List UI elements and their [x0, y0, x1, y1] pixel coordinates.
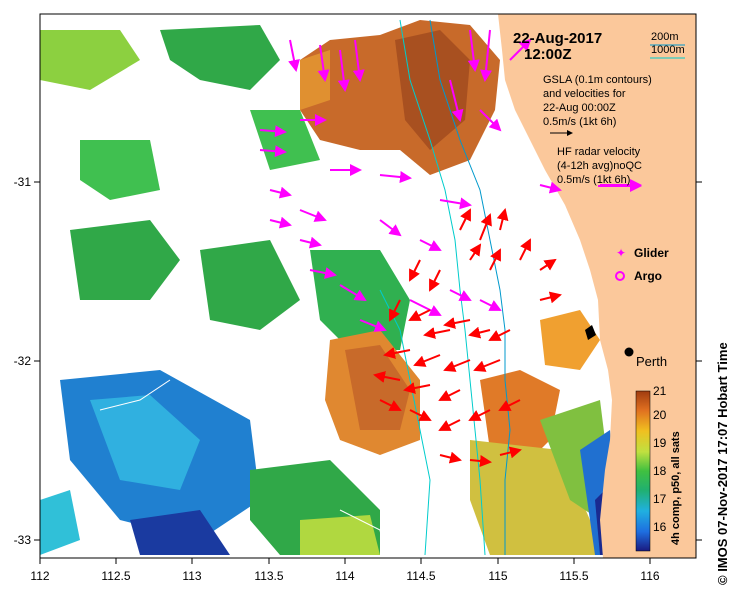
hf-radar-velocity-vectors: [373, 208, 562, 467]
depth-200m-label: 200m: [651, 31, 679, 43]
x-tick: 114.5: [406, 569, 435, 583]
x-tick: 113.5: [254, 569, 283, 583]
depth-1000m-label: 1000m: [651, 44, 685, 56]
glider-track: [585, 325, 596, 340]
colorbar-tick: 17: [653, 492, 667, 506]
gsla-note-line: 22-Aug 00:00Z: [543, 102, 616, 114]
colorbar-ticks: 16 17 18 19 20 21: [653, 384, 667, 534]
colorbar-tick: 19: [653, 436, 667, 450]
y-tick: -32: [14, 354, 32, 368]
colorbar-tick: 21: [653, 384, 667, 398]
y-tick: -31: [14, 175, 32, 189]
city-label: Perth: [636, 354, 667, 369]
map-time: 12:00Z: [524, 46, 572, 63]
x-tick: 112.5: [101, 569, 130, 583]
x-tick: 115.5: [559, 569, 588, 583]
glider-label: Glider: [634, 246, 669, 260]
hf-note-line: (4-12h avg)noQC: [557, 160, 642, 172]
hf-note-line: 0.5m/s (1kt 6h): [557, 174, 630, 186]
colorbar: [635, 390, 651, 552]
argo-symbol: [615, 271, 625, 281]
map-border: [39, 13, 697, 559]
axis-tick-marks: [34, 181, 702, 564]
colorbar-title: 4h comp, p50, all sats: [670, 431, 682, 545]
gsla-note-line: 0.5m/s (1kt 6h): [543, 116, 616, 128]
y-axis-labels: -31 -32 -33: [14, 175, 32, 547]
x-tick: 116: [640, 569, 659, 583]
x-tick: 113: [182, 569, 201, 583]
x-tick: 112: [30, 569, 49, 583]
sst-field: [40, 20, 620, 555]
colorbar-tick: 16: [653, 520, 667, 534]
gsla-note-line: GSLA (0.1m contours): [543, 74, 652, 86]
perth-marker: [624, 347, 634, 357]
hf-note: HF radar velocity (4-12h avg)noQC 0.5m/s…: [557, 146, 642, 186]
glider-symbol: ✦: [616, 246, 626, 260]
colorbar-tick: 20: [653, 408, 667, 422]
credit-text: © IMOS 07-Nov-2017 17:07 Hobart Time: [715, 342, 730, 585]
colorbar-tick: 18: [653, 464, 667, 478]
gsla-note: GSLA (0.1m contours) and velocities for …: [543, 74, 652, 128]
gsla-note-line: and velocities for: [543, 88, 626, 100]
hf-note-line: HF radar velocity: [557, 146, 641, 158]
x-tick: 114: [335, 569, 354, 583]
y-tick: -33: [14, 533, 32, 547]
x-axis-labels: 112 112.5 113 113.5 114 114.5 115 115.5 …: [30, 569, 659, 583]
map-date: 22-Aug-2017: [513, 30, 602, 47]
x-tick: 115: [488, 569, 507, 583]
argo-label: Argo: [634, 269, 662, 283]
